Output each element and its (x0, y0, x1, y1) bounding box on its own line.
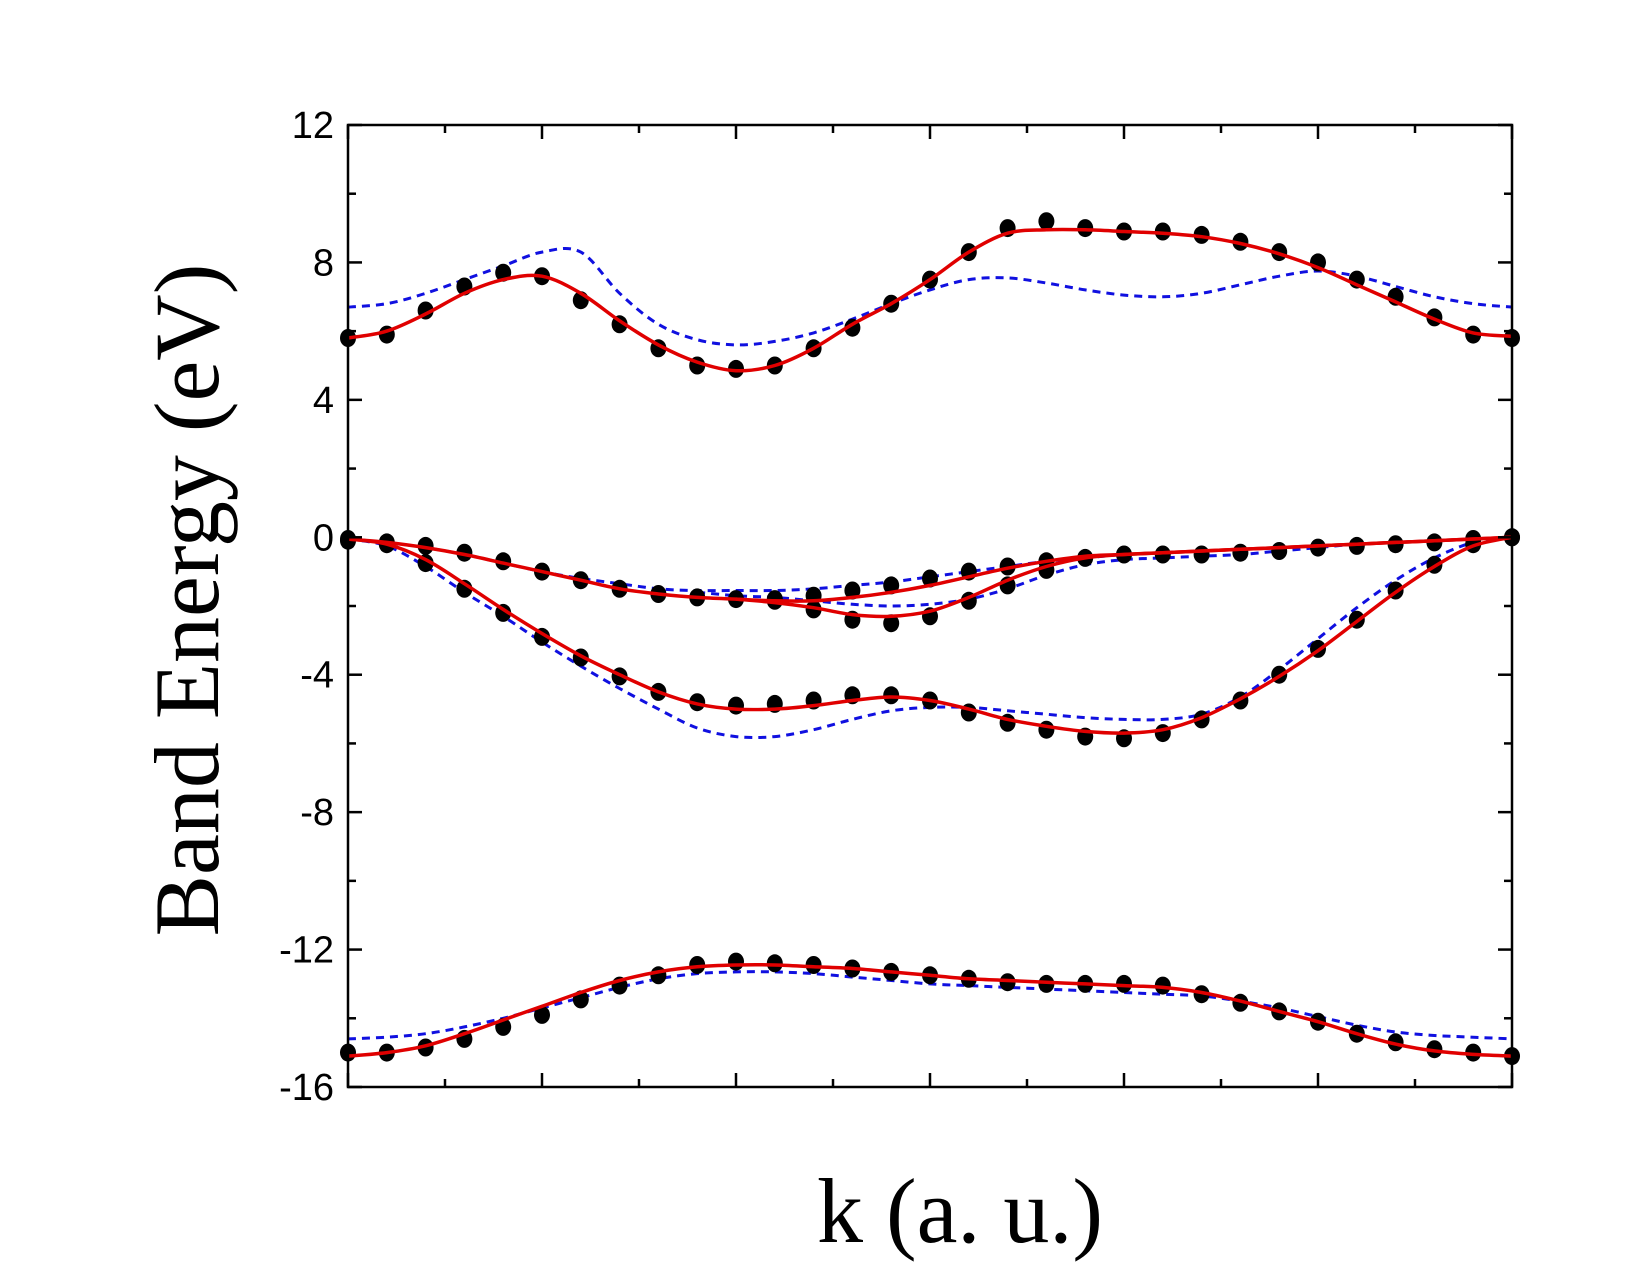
y-tick-label: 0 (313, 517, 334, 559)
data-point-band2-23 (1193, 545, 1210, 564)
y-axis-title: Band Energy (eV) (136, 264, 238, 937)
data-point-band2-25 (1271, 542, 1288, 560)
model-band-line-3 (697, 535, 1513, 608)
data-point-band2-14 (844, 581, 861, 600)
x-axis-title: k (a. u.) (817, 1160, 1103, 1262)
data-point-band2-24 (1232, 543, 1249, 562)
data-point-band1-11 (728, 359, 744, 378)
data-point-band5-30 (1465, 1043, 1482, 1062)
data-point-band5-28 (1387, 1033, 1404, 1052)
data-point-band4-11 (728, 696, 744, 715)
data-point-band5-11 (728, 952, 744, 971)
y-tick-label: -4 (300, 655, 334, 697)
y-tick-label: 4 (313, 380, 334, 422)
series-layer (340, 212, 1520, 1066)
data-point-band5-13 (805, 956, 822, 974)
ticks-layer: 12 8 4 0 -4 -8 -12 -16 (279, 105, 1514, 1109)
y-tick-label: 8 (313, 242, 334, 284)
data-point-band2-22 (1154, 545, 1171, 564)
y-tick-label: -8 (300, 792, 334, 834)
data-point-band3-4 (883, 614, 900, 633)
data-point-band5-6 (534, 1005, 550, 1024)
y-tick-label: -16 (279, 1067, 334, 1109)
y-tick-label: -12 (279, 930, 334, 972)
data-point-band2-4 (456, 543, 473, 562)
data-point-band5-10 (689, 956, 706, 974)
fit-band-line-1 (347, 227, 1513, 373)
y-tick-label: 12 (292, 105, 334, 147)
data-point-band1-23 (1193, 225, 1210, 244)
plot-frame (346, 123, 1514, 1089)
data-point-band1-19 (1038, 212, 1055, 231)
data-point-band4-19 (1038, 720, 1055, 739)
data-point-band5-9 (650, 966, 667, 985)
fit-band-line-3 (735, 535, 1513, 619)
data-point-band2-28 (1387, 535, 1404, 554)
model-band-line-1 (347, 246, 1513, 347)
data-point-band5-22 (1154, 976, 1171, 995)
data-point-band2-5 (495, 552, 512, 571)
fit-band-line-5 (347, 963, 1513, 1058)
fit-band-line-4 (347, 535, 1513, 735)
